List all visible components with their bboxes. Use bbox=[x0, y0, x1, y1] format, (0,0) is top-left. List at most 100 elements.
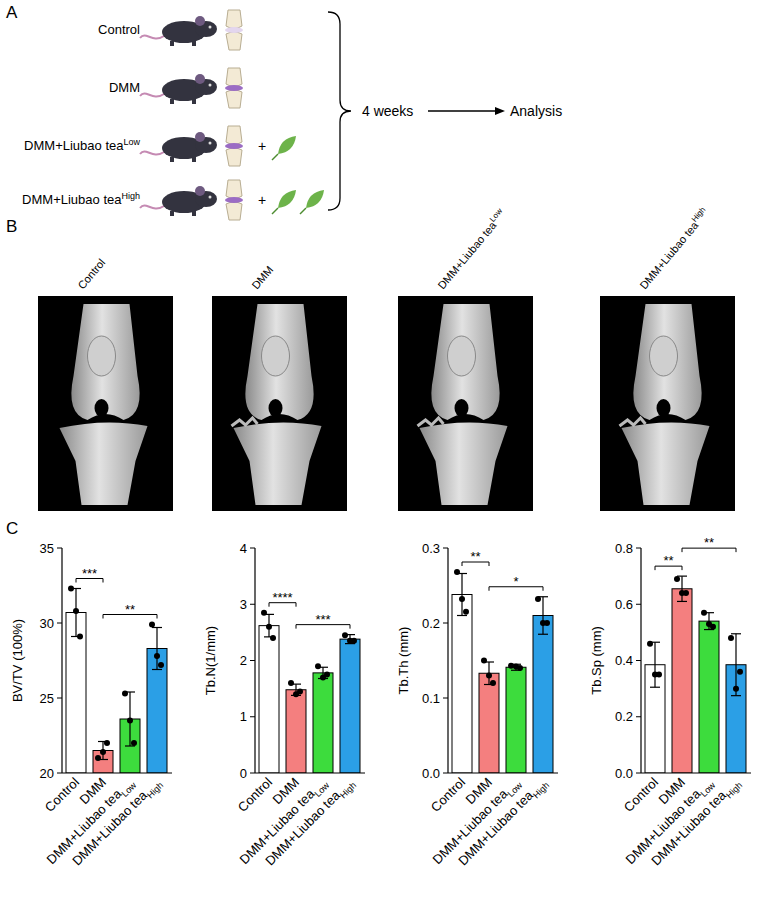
y-tick-label: 3 bbox=[240, 597, 247, 612]
data-point bbox=[131, 740, 137, 746]
mouse-eye bbox=[209, 84, 212, 87]
marks bbox=[645, 576, 746, 773]
error-cap bbox=[457, 615, 467, 616]
data-point bbox=[347, 638, 353, 644]
bar bbox=[313, 673, 333, 773]
y-axis bbox=[640, 548, 641, 773]
data-point bbox=[95, 755, 101, 761]
y-axis bbox=[254, 548, 255, 773]
data-point bbox=[154, 653, 160, 659]
y-tick bbox=[57, 773, 62, 774]
label-main: Control bbox=[75, 256, 107, 291]
data-point bbox=[149, 622, 155, 628]
femur bbox=[245, 304, 313, 420]
osteophyte bbox=[418, 418, 444, 426]
y-tick bbox=[443, 773, 448, 774]
category: DMM+Liubao tea bbox=[648, 787, 729, 868]
mouse-leg bbox=[170, 211, 174, 216]
image-background bbox=[600, 296, 735, 511]
error-cap bbox=[677, 601, 687, 602]
label-main: Control bbox=[98, 22, 140, 37]
error-cap bbox=[538, 634, 548, 635]
x-tick-label: DMM+Liubao teaHigh bbox=[648, 775, 744, 871]
chart: Tb.Th (mm)0.00.10.20.3ControlDMMDMM+Liub… bbox=[396, 541, 558, 871]
mouse-leg bbox=[192, 211, 196, 216]
y-tick bbox=[636, 773, 641, 774]
plus-sign: + bbox=[258, 138, 266, 154]
ct-image bbox=[212, 296, 347, 511]
error-stem bbox=[681, 576, 682, 601]
marks bbox=[259, 610, 360, 773]
category: DMM+Liubao tea bbox=[262, 787, 343, 868]
tibia bbox=[234, 422, 322, 505]
data-point bbox=[513, 664, 519, 670]
category-subscript: High bbox=[145, 780, 165, 800]
bar bbox=[286, 690, 306, 773]
data-point bbox=[127, 718, 133, 724]
knee-femur bbox=[226, 180, 242, 199]
knee-cartilage bbox=[225, 197, 243, 203]
ct-image bbox=[600, 296, 735, 511]
x-tick-label: Control bbox=[235, 774, 275, 814]
y-axis bbox=[61, 548, 62, 773]
mouse-ear bbox=[195, 74, 205, 84]
y-axis-title: Tb.N(1/mm) bbox=[203, 626, 218, 695]
notch bbox=[95, 399, 109, 417]
category-subscript: High bbox=[338, 780, 358, 800]
data-point bbox=[288, 680, 294, 686]
group-row: DMM+Liubao teaHigh+ bbox=[22, 180, 324, 220]
x-axis bbox=[641, 772, 751, 773]
patella bbox=[448, 336, 476, 376]
y-tick-label: 25 bbox=[40, 691, 54, 706]
group-row: DMM bbox=[109, 68, 243, 108]
knee-tibia bbox=[226, 32, 242, 50]
mouse-eye bbox=[209, 196, 212, 199]
tibia bbox=[420, 422, 508, 505]
category: Control bbox=[235, 774, 275, 814]
y-tick bbox=[250, 604, 255, 605]
panel-letter: A bbox=[6, 3, 18, 22]
error-bar bbox=[71, 589, 81, 637]
y-tick-label: 20 bbox=[40, 766, 54, 781]
image-label: DMM+Liubao teaLow bbox=[434, 206, 508, 291]
x-axis bbox=[255, 772, 365, 773]
image-background bbox=[398, 296, 533, 511]
data-point bbox=[733, 686, 739, 692]
y-tick-label: 0.2 bbox=[422, 616, 440, 631]
data-point bbox=[315, 663, 321, 669]
mouse-tail bbox=[140, 151, 164, 154]
y-axis-title: BV/TV (100%) bbox=[10, 619, 25, 702]
mouse-ear bbox=[195, 16, 205, 26]
data-point bbox=[342, 632, 348, 638]
mouse-tail bbox=[140, 93, 164, 96]
data-point bbox=[68, 586, 74, 592]
chart: BV/TV (100%)20253035ControlDMMDMM+Liubao… bbox=[10, 541, 172, 871]
error-bar bbox=[731, 634, 741, 696]
bar bbox=[533, 616, 553, 774]
y-tick bbox=[443, 698, 448, 699]
data-point bbox=[728, 635, 734, 641]
label-main: DMM+Liubao tea bbox=[22, 192, 122, 207]
label-main: DMM+Liubao tea bbox=[435, 218, 499, 291]
category: Control bbox=[428, 774, 468, 814]
mouse-ear bbox=[195, 132, 205, 142]
image-background bbox=[212, 296, 347, 511]
chart: Tb.N(1/mm)01234ControlDMMDMM+Liubao teaL… bbox=[203, 541, 365, 871]
data-point bbox=[674, 576, 680, 582]
osteophyte bbox=[232, 418, 258, 426]
mouse-leg bbox=[170, 157, 174, 162]
y-tick bbox=[57, 698, 62, 699]
y-tick bbox=[250, 548, 255, 549]
mouse-leg bbox=[170, 99, 174, 104]
knee-cartilage bbox=[225, 85, 243, 91]
endpoint: Analysis bbox=[510, 103, 562, 119]
data-point bbox=[486, 673, 492, 679]
mouse-tail bbox=[140, 205, 164, 208]
knee-tibia bbox=[226, 202, 242, 220]
data-point bbox=[266, 624, 272, 630]
leaf-stem bbox=[300, 208, 306, 214]
y-tick-label: 0.6 bbox=[615, 597, 633, 612]
duration: 4 weeks bbox=[362, 103, 413, 119]
data-point bbox=[261, 610, 267, 616]
panel-letter: B bbox=[6, 217, 17, 236]
